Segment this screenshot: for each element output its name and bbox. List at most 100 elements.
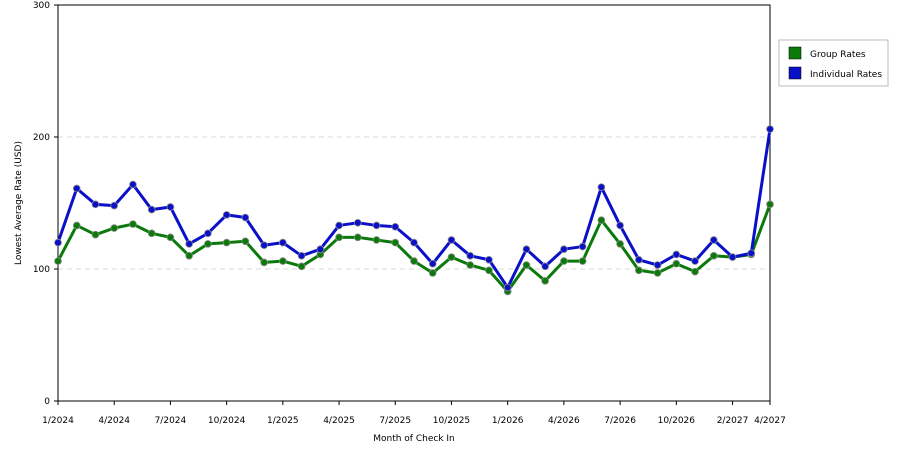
data-point [241,213,250,222]
x-tick-label: 7/2026 [604,416,636,426]
data-point [728,253,737,261]
data-point [222,238,231,247]
series-individual-rates [54,125,774,292]
data-point [372,221,381,230]
data-point [428,259,437,268]
data-point [260,258,268,267]
x-tick-label: 10/2026 [658,416,696,426]
data-point [353,219,362,227]
data-point [428,269,437,277]
data-point [166,233,175,242]
x-axis-ticks: 1/2024 4/2024 7/2024 10/2024 1/2025 4/2025 7/2… [42,401,786,426]
data-point [503,283,512,292]
data-point [672,250,681,259]
x-tick-label: 10/2025 [433,416,470,426]
data-point [522,261,531,269]
x-tick-label: 7/2024 [155,416,187,426]
data-point [766,200,774,209]
data-point [709,252,718,260]
x-tick-label: 4/2027 [754,416,786,426]
data-point [391,222,400,231]
legend: Group Rates Individual Rates [778,39,889,87]
data-point [653,261,662,269]
data-point [72,221,81,230]
data-point [204,240,212,248]
x-tick-label: 1/2025 [267,416,299,426]
data-point [578,242,587,251]
data-point [410,257,418,265]
data-point [129,180,137,189]
data-point [353,233,362,242]
legend-swatch-individual-rates [788,66,802,80]
y-tick-label-300: 300 [33,1,50,11]
x-tick-label: 4/2025 [323,416,355,426]
legend-label-group-rates: Group Rates [810,50,866,60]
y-axis-ticks: 0 100 200 300 [33,1,58,407]
data-point [335,221,343,230]
data-point [447,236,456,244]
data-point [560,257,568,265]
y-tick-label-200: 200 [33,133,50,143]
data-point [485,266,493,275]
x-axis-title: Month of Check In [373,434,455,444]
data-point [447,253,456,261]
x-tick-label: 1/2026 [492,416,524,426]
series-layer [54,125,774,296]
data-point [335,233,343,242]
series-group-rates [54,200,774,296]
data-point [297,262,306,271]
data-point [91,230,100,239]
x-tick-label: 4/2026 [548,416,580,426]
grid-layer [58,136,770,270]
x-tick-label: 7/2025 [379,416,411,426]
data-point [279,238,287,247]
x-tick-label: 10/2024 [208,416,246,426]
data-point [110,224,119,232]
data-point [466,252,475,260]
data-point [260,241,268,250]
data-point [597,183,606,191]
data-point [635,255,643,264]
legend-swatch-group-rates [788,46,802,60]
data-point [91,200,100,209]
data-point [72,184,81,193]
data-point [709,236,718,244]
data-point [297,252,306,260]
data-point [597,216,606,224]
data-point [372,236,381,244]
data-point [204,229,212,238]
data-point [241,237,250,246]
data-point [466,261,475,269]
data-point [316,245,325,254]
legend-label-individual-rates: Individual Rates [810,70,882,80]
data-point [166,203,175,211]
y-tick-label-0: 0 [44,397,50,407]
data-point [635,266,643,275]
data-point [616,240,624,248]
data-point [541,277,549,285]
data-point [185,252,193,260]
data-point [54,238,62,247]
data-point [616,221,624,230]
data-point [147,205,156,214]
data-point [485,255,493,264]
data-point [110,201,119,210]
data-point [766,125,774,133]
data-point [578,257,587,265]
y-tick-label-100: 100 [33,265,50,275]
data-point [691,257,699,265]
data-point [391,238,400,247]
data-point [410,238,418,247]
data-point [653,269,662,277]
data-point [672,259,681,268]
series-line-group-rates [56,203,772,293]
data-point [54,257,62,265]
data-point [222,211,231,219]
x-tick-label: 2/2027 [717,416,749,426]
data-point [691,267,699,276]
data-point [185,240,193,248]
plot-area-border [57,4,771,402]
data-point [147,229,156,238]
